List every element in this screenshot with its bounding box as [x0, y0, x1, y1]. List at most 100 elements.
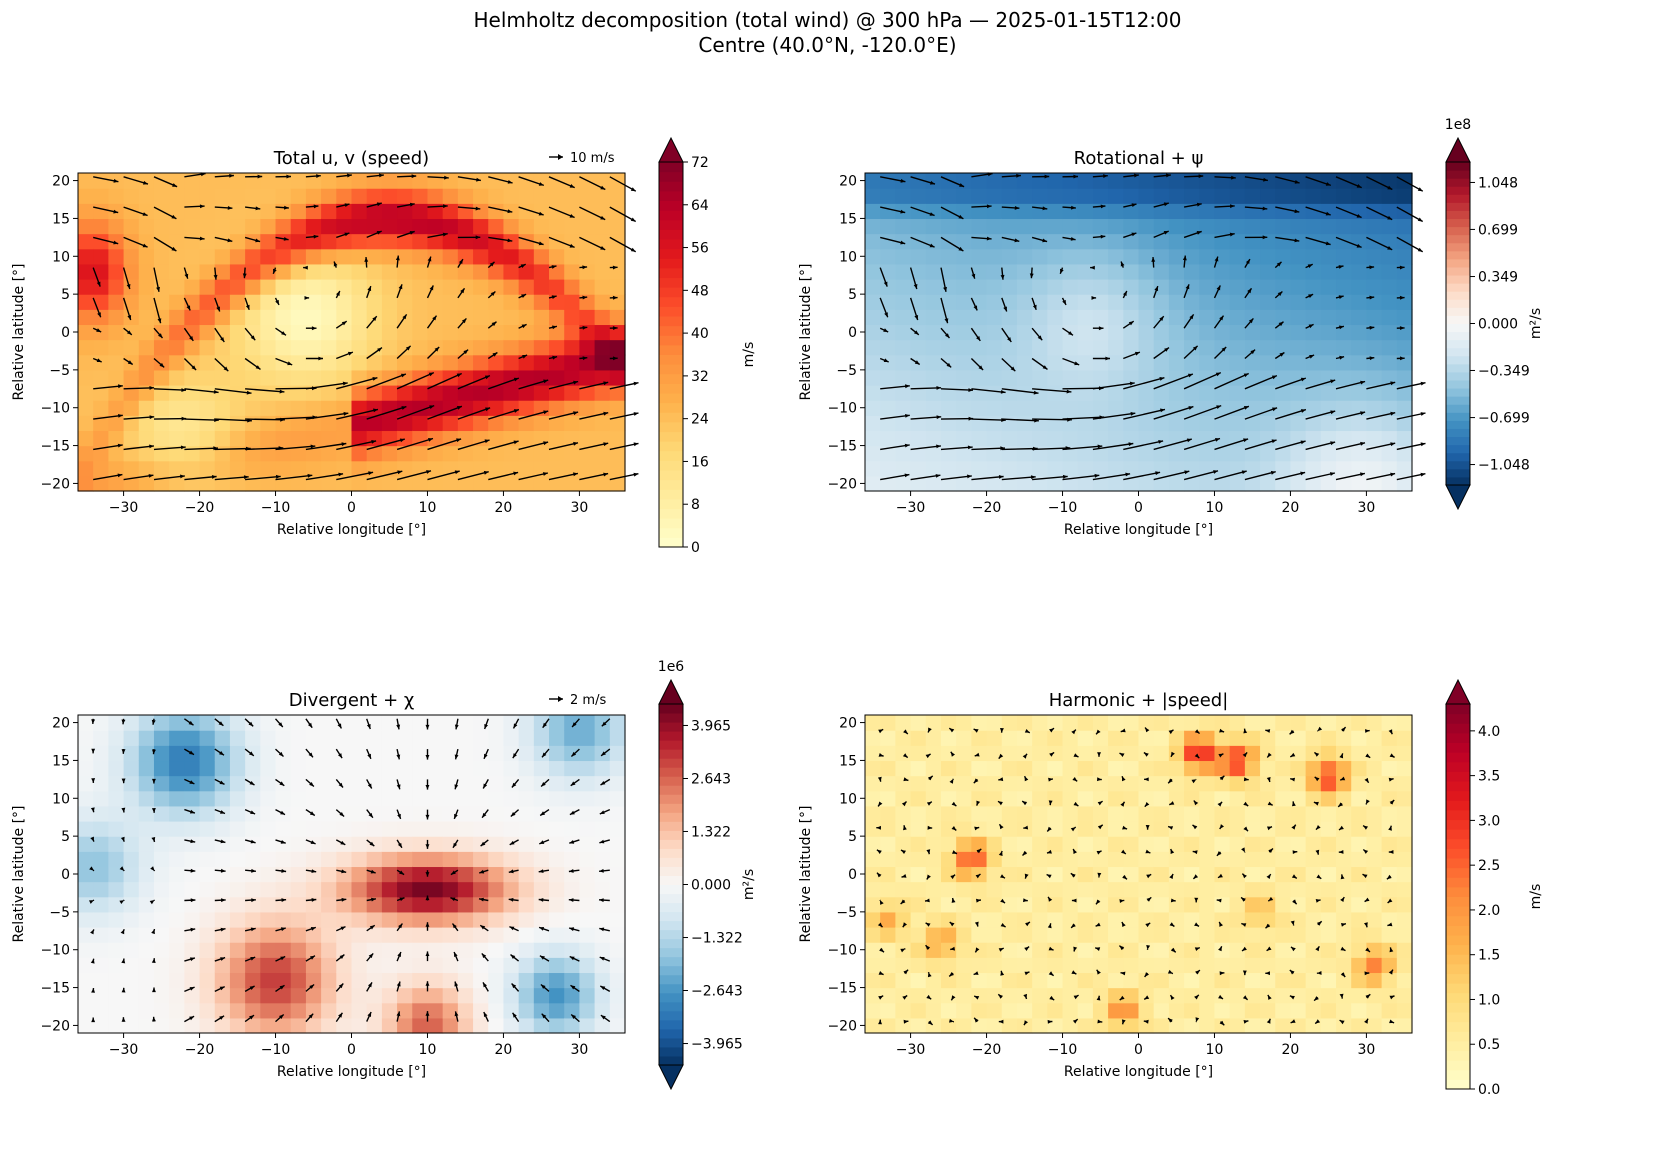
contour-cell — [609, 324, 626, 341]
contour-cell — [199, 715, 216, 731]
wind-arrow-head — [372, 377, 378, 381]
contour-cell — [880, 790, 896, 807]
contour-cell — [93, 730, 109, 746]
contour-cell — [442, 430, 459, 447]
contour-cell — [275, 279, 292, 295]
contour-cell — [533, 836, 550, 852]
contour-cell — [1108, 203, 1124, 220]
colorbar-segment — [659, 344, 683, 356]
contour-cell — [336, 745, 353, 762]
contour-cell — [488, 233, 505, 250]
contour-cell — [366, 896, 383, 913]
contour-cell — [1320, 1017, 1337, 1034]
wind-arrow-head — [189, 750, 194, 755]
contour-cell — [533, 294, 550, 310]
contour-cell — [1381, 881, 1398, 898]
contour-cell — [956, 957, 972, 974]
contour-cell — [260, 1017, 277, 1034]
contour-cell — [910, 760, 927, 777]
wind-arrow-head — [541, 1013, 547, 1019]
wind-arrow — [579, 381, 609, 390]
contour-cell — [986, 339, 1003, 356]
contour-cell — [275, 1002, 292, 1019]
contour-cell — [412, 324, 429, 341]
wind-arrow-head — [1399, 326, 1405, 330]
contour-cell — [169, 881, 185, 898]
contour-cell — [260, 339, 277, 356]
contour-cell — [1305, 369, 1322, 386]
contour-cell — [381, 881, 398, 898]
contour-cell — [895, 369, 912, 386]
colorbar-tick-label: 0 — [691, 540, 700, 556]
contour-cell — [1153, 730, 1170, 746]
wind-arrow-head — [1330, 379, 1336, 384]
wind-arrow-head — [1129, 381, 1135, 386]
wind-arrow-head — [1250, 349, 1256, 355]
contour-cell — [1305, 866, 1322, 883]
contour-cell — [412, 279, 429, 295]
contour-cell — [336, 385, 353, 401]
contour-cell — [1320, 354, 1337, 371]
contour-cell — [564, 821, 581, 837]
contour-cell — [1077, 203, 1094, 220]
contour-cell — [457, 173, 474, 189]
wind-arrow-head — [599, 927, 605, 932]
wind-arrow-head — [427, 256, 432, 262]
contour-cell — [880, 294, 896, 310]
contour-cell — [138, 715, 155, 731]
contour-cell — [1290, 881, 1307, 898]
contour-cell — [108, 927, 125, 943]
contour-cell — [245, 309, 261, 326]
x-tick-label: 30 — [571, 1042, 589, 1058]
contour-cell — [1108, 866, 1124, 883]
wind-arrow — [1032, 475, 1068, 481]
contour-cell — [895, 730, 912, 746]
contour-cell — [427, 730, 444, 746]
contour-cell — [260, 805, 277, 822]
wind-arrow-head — [1271, 439, 1277, 444]
contour-cell — [153, 309, 170, 326]
x-tick-label: −20 — [185, 1042, 215, 1058]
contour-cell — [427, 942, 444, 958]
contour-cell — [138, 248, 155, 265]
contour-cell — [564, 790, 581, 807]
contour-cell — [169, 188, 185, 204]
contour-cell — [609, 911, 626, 928]
contour-cell — [138, 957, 155, 974]
contour-cell — [199, 309, 216, 326]
contour-cell — [108, 730, 125, 746]
wind-arrow-head — [1267, 826, 1272, 831]
wind-arrow-head — [316, 174, 321, 178]
contour-cell — [381, 730, 398, 746]
wind-arrow-head — [1218, 994, 1223, 999]
wind-arrow-head — [1042, 365, 1048, 370]
contour-cell — [1275, 760, 1292, 777]
contour-cell — [1016, 460, 1033, 477]
y-axis-label: Relative latitude [°] — [11, 264, 27, 401]
wind-arrow-head — [1241, 847, 1245, 853]
contour-cell — [1229, 836, 1246, 852]
contour-cell — [971, 233, 988, 250]
contour-cell — [214, 188, 231, 204]
contour-cell — [1138, 775, 1155, 792]
contour-cell — [1320, 790, 1337, 807]
contour-cell — [381, 911, 398, 928]
colorbar-segment — [1446, 355, 1470, 365]
contour-cell — [1138, 415, 1155, 432]
contour-cell — [1199, 475, 1216, 492]
contour-cell — [1123, 942, 1140, 958]
contour-cell — [1290, 836, 1307, 852]
wind-arrow-head — [219, 780, 225, 785]
wind-arrow-head — [213, 390, 219, 394]
contour-cell — [305, 188, 322, 204]
contour-cell — [1016, 745, 1033, 762]
contour-cell — [78, 460, 94, 477]
contour-cell — [1396, 805, 1413, 822]
contour-cell — [214, 790, 231, 807]
wind-arrow — [1244, 374, 1278, 390]
contour-cell — [1396, 294, 1413, 310]
contour-cell — [245, 188, 261, 204]
wind-arrow — [609, 442, 639, 451]
contour-cell — [895, 1017, 912, 1034]
contour-cell — [488, 896, 505, 913]
